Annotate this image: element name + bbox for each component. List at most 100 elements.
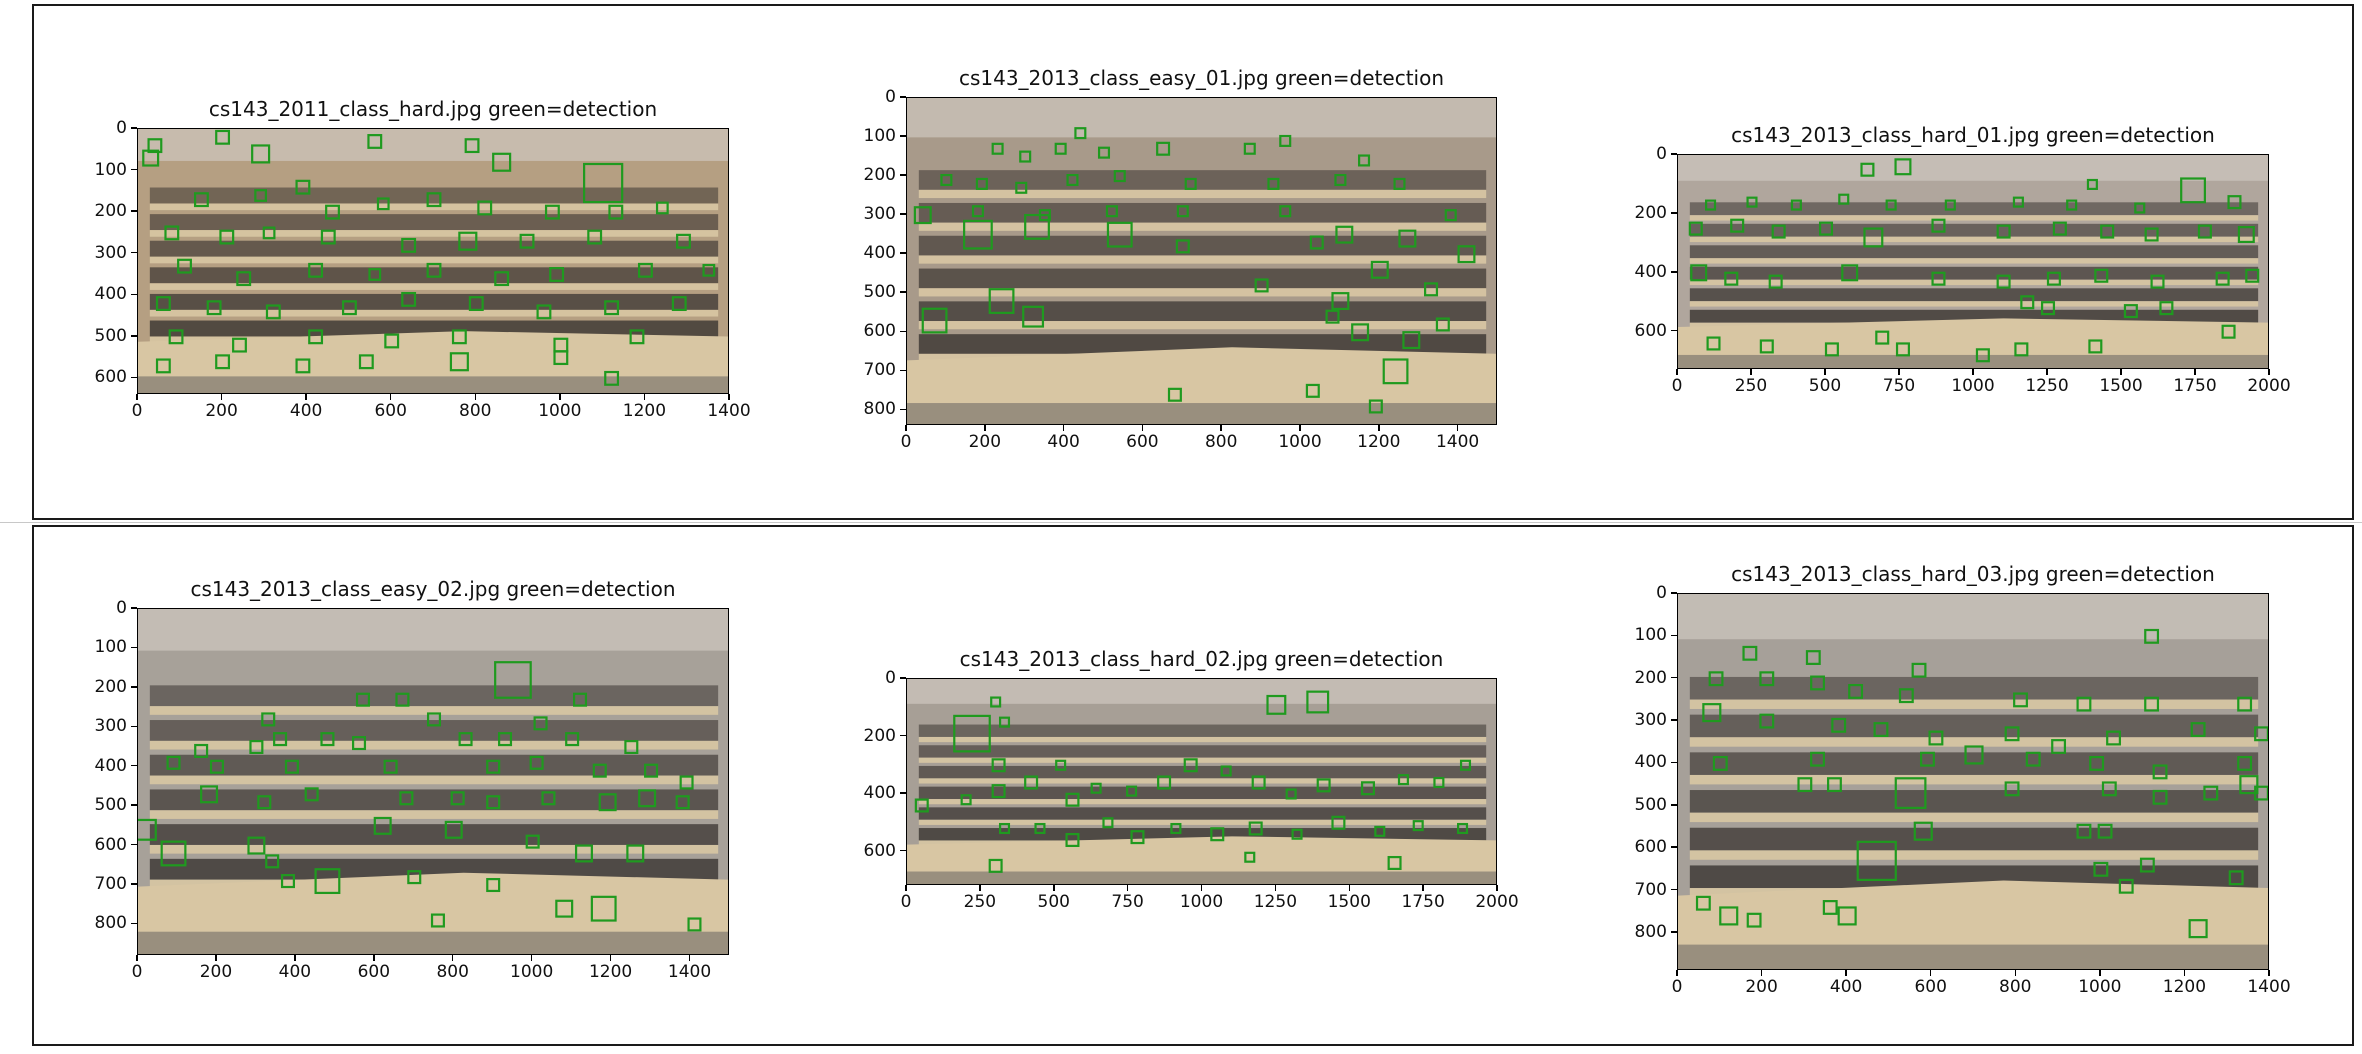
detection-box — [1370, 260, 1389, 279]
x-tick-label: 1000 — [1179, 892, 1224, 912]
detection-box — [1183, 758, 1198, 773]
x-tick-mark — [1676, 369, 1678, 375]
detection-box — [624, 739, 639, 755]
detection-box — [1837, 906, 1857, 926]
x-tick-mark — [984, 425, 986, 431]
x-tick-mark — [1378, 425, 1380, 431]
detection-box — [1759, 713, 1775, 729]
x-tick-label: 200 — [205, 401, 238, 421]
detection-box — [991, 142, 1004, 155]
detection-box — [1210, 827, 1225, 842]
detection-box — [464, 138, 480, 154]
detection-box — [1856, 840, 1897, 881]
x-tick-label: 0 — [1671, 977, 1683, 997]
detection-box — [998, 822, 1011, 835]
detection-box — [486, 759, 501, 774]
detection-box — [1898, 688, 1914, 704]
detection-box — [536, 304, 552, 320]
detection-box — [1090, 782, 1102, 794]
x-tick-label: 1000 — [510, 962, 554, 982]
detection-box — [574, 844, 593, 863]
detection-box — [2106, 730, 2121, 746]
y-tick-mark — [1671, 846, 1677, 848]
x-tick-label: 1000 — [2078, 977, 2122, 997]
detection-box — [1996, 224, 2011, 239]
y-tick-label: 300 — [94, 716, 127, 737]
y-tick-mark — [900, 330, 906, 333]
detection-box — [1688, 221, 1703, 236]
detection-box — [2086, 178, 2098, 190]
detection-box — [2052, 221, 2067, 236]
y-tick-label: 600 — [94, 367, 127, 388]
x-tick-label: 1000 — [1951, 376, 1995, 396]
x-tick-label: 1500 — [1327, 892, 1371, 912]
detection-box — [1387, 855, 1402, 871]
y-tick-label: 600 — [94, 834, 127, 855]
detection-box — [1402, 331, 1421, 350]
detection-box — [1459, 759, 1472, 771]
y-tick-label: 100 — [1634, 625, 1667, 646]
detection-box — [1220, 765, 1232, 777]
classroom-image — [137, 128, 729, 394]
y-tick-label: 800 — [863, 399, 896, 420]
detection-box — [2228, 870, 2244, 886]
detection-box — [2237, 755, 2253, 771]
detection-box — [626, 844, 645, 863]
detection-box — [1771, 224, 1786, 239]
detection-box — [155, 358, 171, 374]
detection-box — [280, 874, 295, 889]
detection-box — [1457, 245, 1476, 264]
detection-box — [284, 759, 299, 774]
row-divider — [0, 522, 2362, 523]
y-tick-mark — [900, 408, 906, 411]
detection-box — [1156, 141, 1171, 156]
detection-box — [1875, 330, 1890, 345]
detection-box — [2012, 196, 2024, 208]
y-tick-label: 300 — [1634, 710, 1667, 731]
y-tick-mark — [1671, 931, 1677, 933]
detection-box — [525, 834, 540, 849]
detection-box — [486, 878, 501, 893]
detection-box — [373, 816, 392, 835]
detection-box — [2180, 177, 2206, 204]
detection-box — [2020, 295, 2035, 310]
detection-box — [1130, 830, 1145, 845]
x-tick-label: 250 — [1734, 376, 1768, 396]
detection-box — [1157, 775, 1172, 790]
detection-box — [1768, 274, 1783, 289]
x-tick-mark — [294, 955, 296, 961]
detection-box — [998, 716, 1011, 728]
detection-box — [273, 732, 288, 747]
detection-box — [2159, 301, 2174, 316]
detection-box — [367, 134, 383, 149]
detection-box — [1920, 751, 1935, 767]
detection-box — [215, 354, 231, 370]
detection-box — [1358, 154, 1371, 167]
x-tick-label: 0 — [131, 401, 143, 421]
detection-box — [1335, 225, 1354, 244]
detection-box — [2144, 227, 2159, 242]
detection-box — [1034, 822, 1046, 835]
x-tick-label: 800 — [1999, 977, 2032, 997]
detection-box — [376, 197, 390, 211]
detection-box — [2190, 722, 2206, 737]
detection-box — [1266, 694, 1287, 715]
x-tick-mark — [1760, 970, 1763, 976]
x-tick-label: 1200 — [1357, 432, 1401, 452]
detection-box — [2152, 764, 2168, 780]
x-tick-label: 1400 — [1435, 432, 1480, 452]
detection-box — [913, 206, 932, 225]
x-tick-mark — [2046, 369, 2048, 375]
detection-box — [295, 179, 311, 195]
x-tick-mark — [1422, 885, 1424, 891]
y-tick-mark — [131, 210, 137, 212]
detection-box — [2144, 696, 2160, 712]
detection-box — [308, 329, 324, 345]
detection-box — [2076, 823, 2092, 839]
detection-box — [637, 262, 653, 278]
detection-box — [1690, 264, 1708, 282]
detection-box — [458, 231, 478, 251]
y-tick-mark — [900, 369, 906, 372]
classroom-photo — [907, 98, 1496, 424]
detection-box — [529, 755, 544, 770]
